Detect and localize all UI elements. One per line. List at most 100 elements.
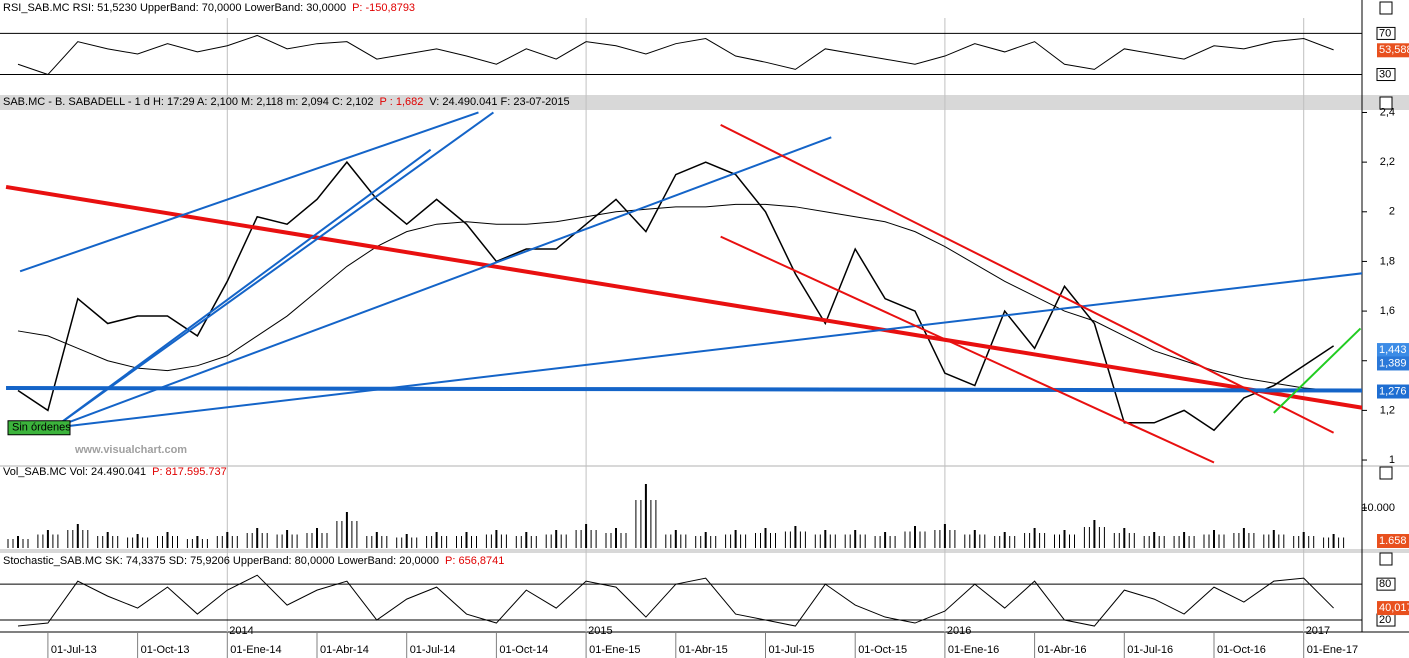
trend-line	[720, 235, 1215, 464]
watermark: www.visualchart.com	[74, 444, 187, 456]
volume-bar	[615, 528, 617, 548]
plot-area: 01-Jul-13 01-Oct-13 01-Ene-14 01-Abr-14 01-J…	[0, 18, 1362, 658]
header-part: V: 24.490.041 F: 23-07-2015	[429, 96, 569, 108]
y-tick-label: 70	[1379, 27, 1391, 39]
x-tick-label: 01-Ene-15	[589, 644, 640, 656]
volume-bar	[704, 532, 707, 548]
close-button[interactable]	[1379, 466, 1393, 480]
y-tick-label: 30	[1379, 68, 1391, 80]
value-tag	[1377, 601, 1409, 616]
x-tick-label: 01-Abr-15	[679, 644, 728, 656]
volume-bar	[644, 484, 647, 548]
value-tag-label: 53,588	[1379, 44, 1409, 56]
header-part: Vol_SAB.MC Vol: 24.490.041	[3, 466, 146, 478]
panel-header: SAB.MC - B. SABADELL - 1 d H: 17:29 A: 2…	[3, 96, 570, 108]
volume-bar	[465, 532, 468, 548]
panel-header: Vol_SAB.MC Vol: 24.490.041 P: 817.595.737	[3, 466, 227, 478]
order-status: Sin órdenes	[12, 422, 71, 434]
volume-bar	[435, 532, 438, 548]
volume-bar	[674, 530, 677, 548]
volume-bar	[854, 530, 857, 548]
y-tick-label: 80	[1379, 578, 1391, 590]
year-label: 2016	[947, 625, 971, 637]
moving-average	[17, 203, 1334, 392]
volume-bar	[824, 530, 827, 548]
volume-bar	[884, 532, 887, 548]
volume-bar	[943, 524, 946, 548]
window-buttons[interactable]	[1379, 1, 1393, 566]
volume-bar	[256, 528, 259, 548]
separator	[0, 549, 1409, 553]
value-tag-label: 1,443	[1379, 344, 1407, 356]
trend-line	[720, 124, 1335, 434]
volume-bar	[196, 536, 199, 548]
x-tick-label: 01-Jul-16	[1127, 644, 1173, 656]
header-part: P: 656,8741	[445, 555, 504, 567]
trend-line	[19, 111, 479, 273]
x-tick-label: 01-Jul-14	[410, 644, 456, 656]
x-tick-label: 01-Oct-14	[499, 644, 548, 656]
volume-bar	[1033, 528, 1036, 548]
volume-bar	[495, 530, 498, 548]
tick-box	[1376, 68, 1396, 82]
trend-line	[53, 272, 1362, 429]
volume-bar	[106, 532, 109, 548]
y-tick-label: 2,2	[1380, 156, 1395, 168]
tick-box	[1376, 577, 1396, 591]
oscillator-line	[17, 34, 1334, 76]
header-part: P : 1,682	[380, 96, 424, 108]
close-button[interactable]	[1379, 96, 1393, 110]
x-tick-label: 01-Oct-16	[1217, 644, 1266, 656]
value-tag	[1377, 384, 1409, 399]
y-tick-label: 2	[1389, 206, 1395, 218]
y-tick-label: 10.000	[1361, 502, 1395, 514]
separator	[0, 465, 1409, 467]
volume-bar	[1332, 534, 1335, 548]
panel-header: RSI_SAB.MC RSI: 51,5230 UpperBand: 70,00…	[3, 2, 415, 14]
volume-bar	[375, 532, 378, 548]
price-header-bar	[0, 95, 1409, 110]
header-part: P: -150,8793	[352, 2, 415, 14]
year-label: 2017	[1306, 625, 1330, 637]
year-label: 2014	[229, 625, 253, 637]
x-tick-label: 01-Ene-16	[948, 644, 999, 656]
volume-bar	[585, 524, 588, 548]
year-label: 2015	[588, 625, 612, 637]
trend-line	[53, 136, 832, 429]
x-tick-label: 01-Oct-13	[141, 644, 190, 656]
volume-bar	[1242, 528, 1245, 548]
y-tick-label: 20	[1379, 614, 1391, 626]
volume-bar	[76, 524, 79, 548]
tick-box	[1376, 26, 1396, 40]
panel-header: Stochastic_SAB.MC SK: 74,3375 SD: 75,920…	[3, 555, 504, 567]
value-tag	[1377, 343, 1409, 358]
oscillator-line	[17, 574, 1334, 627]
header-part: P: 817.595.737	[152, 466, 227, 478]
volume-bar	[405, 534, 408, 548]
y-tick-label: 1,2	[1380, 404, 1395, 416]
x-tick-label: 01-Abr-16	[1038, 644, 1087, 656]
volume-bar	[914, 526, 916, 548]
volume-bar	[226, 532, 229, 548]
x-tick-label: 01-Jul-13	[51, 644, 97, 656]
volume-bar	[555, 530, 558, 548]
trend-line	[1273, 327, 1362, 414]
x-tick-label: 01-Jul-15	[769, 644, 815, 656]
y-tick-label: 1,6	[1380, 305, 1395, 317]
volume-bar	[46, 530, 49, 548]
x-tick-label: 01-Ene-14	[230, 644, 281, 656]
trend-line	[53, 111, 494, 429]
volume-bar	[136, 534, 139, 548]
volume-bar	[1003, 532, 1006, 548]
x-tick-label: 01-Abr-14	[320, 644, 369, 656]
y-tick-label: 1,8	[1380, 255, 1395, 267]
value-tag-label: 40,017	[1379, 602, 1409, 614]
volume-bar	[1063, 530, 1066, 548]
y-tick-label: 1	[1389, 454, 1395, 466]
value-tag-label: 1,276	[1379, 385, 1407, 397]
header-part: SAB.MC - B. SABADELL - 1 d H: 17:29 A: 2…	[3, 96, 374, 108]
close-button[interactable]	[1379, 1, 1393, 15]
value-tag	[1377, 356, 1409, 371]
close-button[interactable]	[1379, 552, 1393, 566]
